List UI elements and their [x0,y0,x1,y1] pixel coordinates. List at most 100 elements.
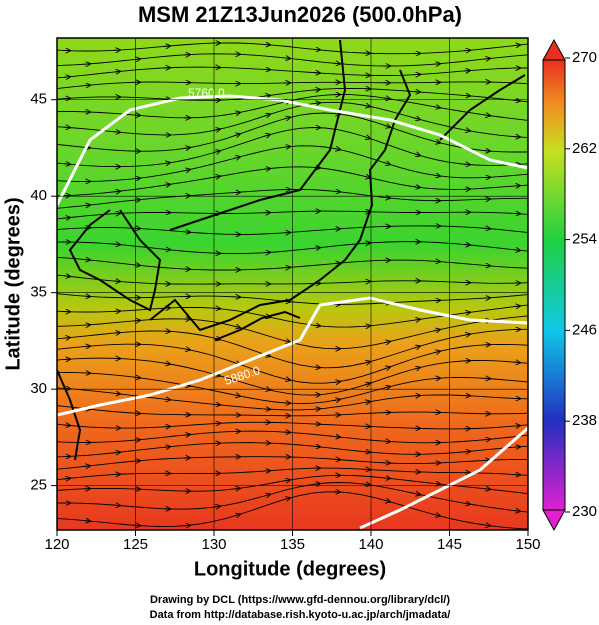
stream-arrow [433,378,440,379]
stream-arrow [163,447,170,448]
stream-arrow [113,393,120,394]
stream-arrow [363,383,370,385]
stream-arrow [513,45,520,46]
stream-arrow [313,248,320,249]
stream-arrow [183,232,190,233]
streamline [57,430,528,444]
y-tick-label: 30 [30,380,47,397]
stream-arrow [83,259,90,260]
stream-arrow [534,434,540,435]
stream-arrow [133,320,140,321]
stream-arrow [363,326,370,327]
stream-arrow [213,151,220,153]
stream-arrow [233,113,240,114]
stream-arrow [313,367,320,368]
stream-arrow [383,387,390,389]
stream-arrow [163,363,170,364]
stream-arrow [213,176,220,177]
stream-arrow [233,488,240,489]
stream-arrow [283,341,290,343]
streamline [57,343,528,384]
stream-arrow [534,382,540,383]
stream-arrow [463,312,470,313]
y-tick-label: 35 [30,284,47,301]
stream-arrow [463,95,470,96]
stream-arrow [534,84,540,85]
stream-arrow [113,333,120,334]
coastline [169,39,347,231]
stream-arrow [183,435,190,436]
colorbar-tick-label: 270 [572,49,597,66]
stream-arrow [513,306,520,307]
stream-arrow [283,117,290,119]
stream-arrow [363,362,370,364]
stream-arrow [463,503,470,504]
stream-arrow [513,100,520,101]
colorbar-tick-label: 262 [572,140,597,157]
credit: Data from http://database.rish.kyoto-u.a… [150,609,451,621]
x-tick-label: 145 [437,536,462,553]
colorbar-extend [542,509,566,532]
stream-arrow [463,130,470,131]
stream-arrow [413,187,420,188]
stream-arrow [333,382,340,383]
stream-arrow [113,452,120,453]
streamline [57,81,528,89]
stream-arrow [63,164,70,165]
stream-arrow [463,164,470,165]
stream-arrow [133,461,140,462]
stream-arrow [313,103,320,104]
stream-arrow [513,447,520,448]
streamline [57,491,528,530]
stream-arrow [233,514,240,516]
streamline [57,456,528,470]
stream-arrow [313,446,320,447]
colorbar-tick-label: 246 [572,321,597,338]
stream-arrow [213,404,220,405]
colorbar-tick-label: 230 [572,503,597,520]
stream-arrow [413,118,420,120]
stream-arrow [363,105,370,106]
stream-arrow [463,451,470,452]
stream-arrow [313,409,320,410]
colorbar [542,59,566,511]
stream-arrow [63,77,70,78]
stream-arrow [183,525,190,526]
stream-arrow [233,157,240,159]
coastline [214,310,301,341]
streamline [57,474,528,495]
stream-arrow [413,346,420,348]
stream-arrow [534,173,540,174]
streamline [57,145,528,182]
stream-arrow [113,132,120,133]
stream-arrow [133,200,140,201]
streamline [57,405,528,417]
stream-arrow [433,515,440,517]
y-axis-label: Latitude (degrees) [2,197,24,370]
stream-arrow [483,115,490,116]
y-tick-label: 45 [30,91,47,108]
stream-arrow [483,58,490,59]
stream-arrow [113,71,120,72]
stream-arrow [183,170,190,171]
y-tick-label: 40 [30,187,47,204]
stream-arrow [133,440,140,441]
stream-arrow [113,505,120,506]
stream-arrow [513,511,520,512]
stream-arrow [213,308,220,309]
stream-arrow [463,71,470,72]
stream-arrow [333,148,340,149]
stream-arrow [63,276,70,277]
stream-arrow [283,147,290,148]
stream-arrow [463,245,470,246]
stream-arrow [233,134,240,136]
stream-arrow [433,351,440,353]
stream-arrow [283,379,290,380]
stream-arrow [463,50,470,51]
stream-arrow [513,250,520,251]
stream-arrow [313,90,320,91]
coastline [149,69,412,332]
stream-arrow [383,163,390,165]
stream-arrow [183,148,190,149]
stream-arrow [363,402,370,403]
